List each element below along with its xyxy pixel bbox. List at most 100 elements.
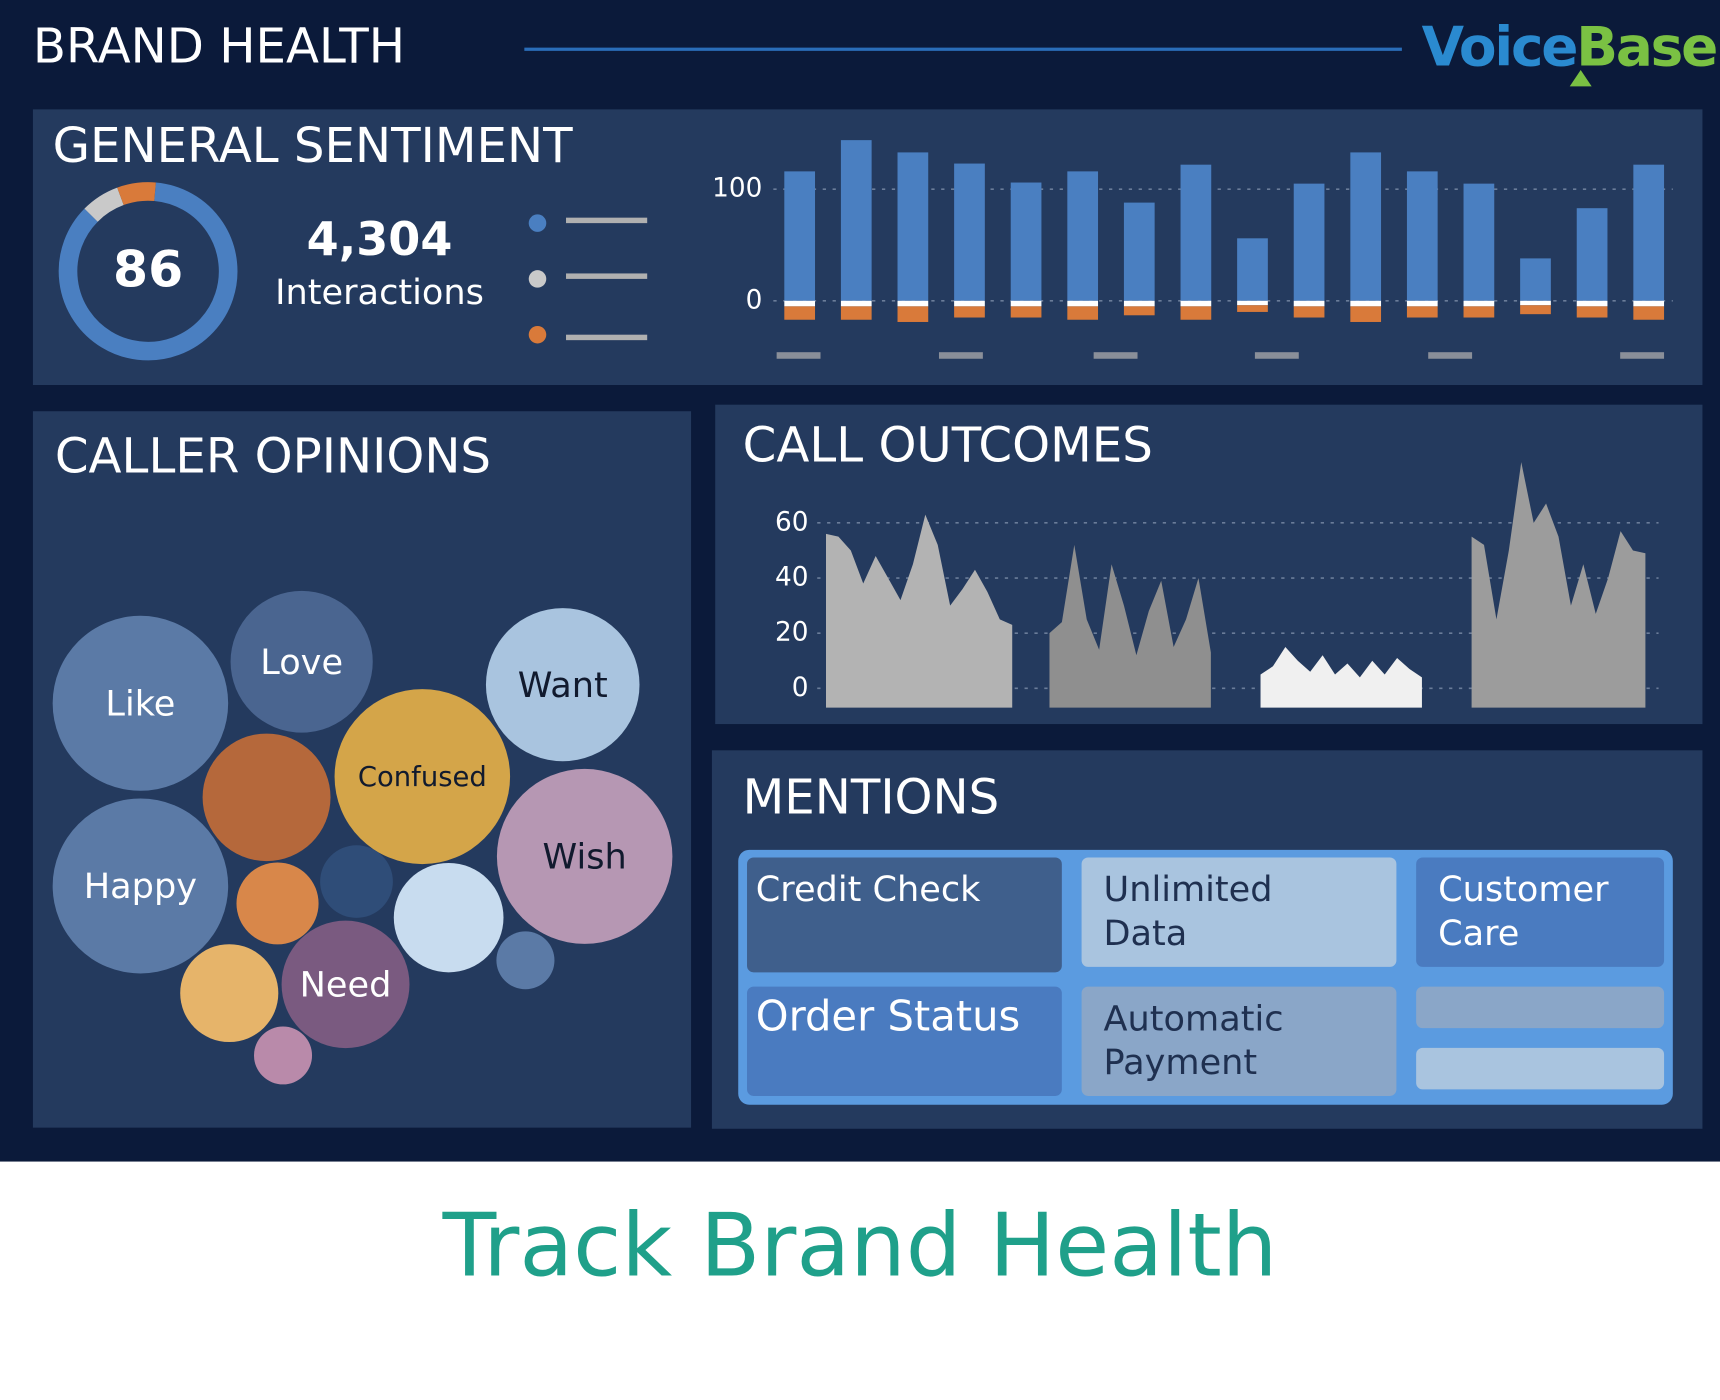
mention-label: Automatic	[1104, 998, 1284, 1039]
bar	[1123, 202, 1155, 301]
bubble-label: Need	[300, 965, 392, 1006]
bar	[1520, 305, 1551, 315]
mention-tile	[1081, 986, 1397, 1096]
mention-tile	[747, 857, 1062, 973]
bar	[1237, 238, 1268, 301]
legend-dot	[528, 214, 547, 232]
bubble	[236, 862, 319, 945]
y-tick-label: 0	[746, 285, 763, 315]
bar	[1520, 300, 1551, 306]
legend-line	[566, 273, 648, 279]
bubble	[485, 608, 640, 762]
bar	[1463, 306, 1495, 318]
panel-title: MENTIONS	[743, 770, 1000, 826]
bar	[1237, 305, 1268, 312]
bubble	[230, 590, 373, 733]
dash	[1428, 352, 1473, 359]
bar	[1180, 306, 1212, 320]
mention-label: Payment	[1104, 1042, 1258, 1083]
y-tick-label: 100	[712, 174, 762, 204]
legend-line	[566, 334, 648, 341]
bubble	[52, 798, 229, 974]
y-tick-label: 0	[792, 673, 809, 703]
bar	[1123, 306, 1155, 316]
mention-label: Credit Check	[756, 869, 981, 910]
bubble-label: Wish	[543, 837, 627, 878]
bar	[1010, 182, 1042, 301]
dash	[1093, 352, 1138, 359]
bar	[1576, 306, 1608, 318]
legend-dot	[528, 325, 547, 344]
bar	[897, 300, 929, 307]
bubble-label: Like	[105, 684, 175, 725]
logo-arrow	[1569, 70, 1592, 87]
panel-title: CALLER OPINIONS	[55, 429, 491, 485]
bubble	[52, 615, 229, 791]
panel-title: GENERAL SENTIMENT	[53, 118, 573, 174]
bar	[1293, 300, 1325, 307]
mention-tile-empty	[1416, 1047, 1665, 1090]
mention-tile-empty	[1416, 986, 1665, 1029]
bubble	[320, 845, 393, 918]
bar	[1293, 183, 1325, 301]
bubble	[281, 920, 410, 1049]
dash	[1620, 352, 1665, 359]
bubble	[180, 944, 279, 1043]
bubble	[334, 689, 511, 865]
bar	[1010, 300, 1042, 307]
legend-lines	[566, 217, 648, 341]
area	[1471, 462, 1646, 708]
mention-tile	[1416, 857, 1665, 967]
bar-axis-dashes	[776, 352, 1665, 359]
score: 86	[113, 240, 183, 299]
interactions-count: 4,304	[307, 212, 453, 266]
bar	[784, 171, 816, 301]
bar	[840, 140, 872, 301]
area	[1260, 646, 1422, 708]
bar	[840, 306, 872, 320]
bar	[1067, 306, 1099, 320]
bar	[1067, 300, 1099, 307]
bar	[1406, 171, 1438, 301]
bar	[1293, 306, 1325, 318]
bar	[1180, 300, 1212, 307]
interactions-label: Interactions	[275, 272, 484, 313]
dash	[938, 352, 983, 359]
logo-base: Base	[1576, 15, 1716, 79]
mention-label: Customer	[1438, 869, 1609, 910]
bar	[1633, 164, 1665, 301]
donut-segment	[117, 182, 156, 206]
logo-voice: Voice	[1422, 15, 1577, 79]
bar	[1633, 306, 1665, 320]
bar	[1463, 300, 1495, 307]
bar	[1633, 300, 1665, 307]
bar	[1067, 171, 1099, 301]
bar	[1350, 306, 1382, 322]
bar	[1406, 306, 1438, 318]
area	[1049, 544, 1211, 708]
mention-tile	[1081, 857, 1397, 967]
bar	[1180, 164, 1212, 301]
bubble-label: Love	[260, 642, 343, 683]
bar	[954, 306, 985, 318]
dash	[776, 352, 821, 359]
bar	[1520, 258, 1551, 301]
panel-title: CALL OUTCOMES	[743, 418, 1153, 474]
y-tick-label: 20	[775, 618, 808, 648]
bar	[1237, 300, 1268, 306]
bar	[784, 300, 816, 307]
bar	[784, 306, 816, 320]
bar	[1406, 300, 1438, 307]
bar	[954, 163, 985, 301]
bar	[1010, 306, 1042, 318]
mention-tile	[747, 986, 1062, 1096]
bar	[897, 152, 929, 301]
mention-label: Unlimited	[1104, 869, 1273, 910]
bar	[1123, 300, 1155, 307]
mention-label: Care	[1438, 913, 1519, 954]
donut-segment	[58, 182, 238, 361]
y-tick-label: 60	[775, 507, 808, 537]
page-title: BRAND HEALTH	[33, 18, 405, 74]
